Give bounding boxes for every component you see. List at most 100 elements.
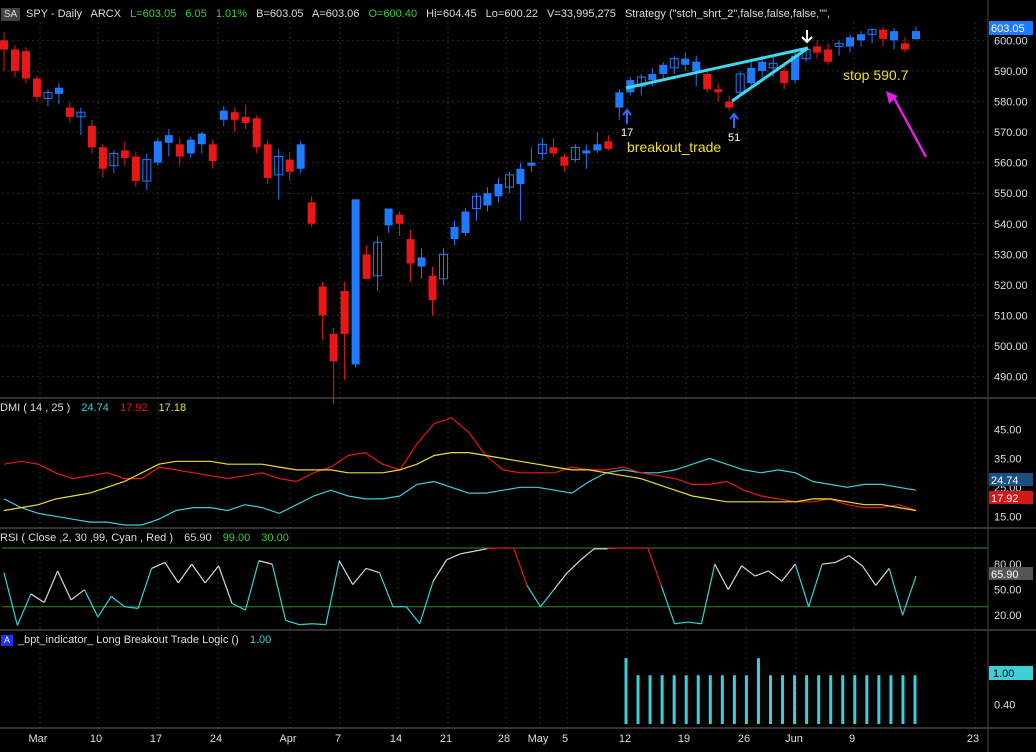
rsi-segment <box>338 560 354 585</box>
rsi-segment <box>83 589 99 618</box>
rsi-segment <box>660 585 676 624</box>
candle-body <box>636 76 646 87</box>
x-axis-label: 19 <box>678 733 690 745</box>
rsi-segment <box>754 570 769 577</box>
dmi-title: DMI ( 14 , 25 ) 24.74 17.92 17.18 <box>0 402 194 414</box>
candle-body <box>109 152 119 167</box>
candle-body <box>43 91 53 99</box>
indicator-badge[interactable]: A <box>1 635 13 646</box>
rsi-segment <box>473 548 487 552</box>
indicator-bar <box>624 658 628 724</box>
rsi-segment <box>137 568 153 609</box>
exit-arrow <box>801 30 813 44</box>
rsi-segment <box>888 568 904 616</box>
magenta-arrow-head <box>886 91 898 104</box>
entry-arrow-1 <box>622 108 632 124</box>
rsi-segment <box>365 567 380 574</box>
magenta-arrow-shaft <box>891 95 928 158</box>
rsi-segment <box>741 565 756 577</box>
price-tick-label: 490.00 <box>994 372 1028 384</box>
rsi-segment <box>808 563 823 607</box>
candle-body <box>768 62 778 69</box>
indicator-bar <box>781 675 785 724</box>
indicator-tag <box>989 666 1033 680</box>
rsi-segment <box>164 562 179 584</box>
rsi-segment <box>57 570 72 601</box>
candle-body <box>450 226 459 240</box>
rsi-segment <box>231 602 246 611</box>
trendline-upper <box>625 46 809 90</box>
indicator-bar <box>853 675 857 724</box>
rsi-segment <box>768 570 783 582</box>
candle-body <box>252 118 261 148</box>
x-axis-label: 9 <box>849 733 855 745</box>
candle-body <box>241 116 250 123</box>
candle-body <box>747 67 756 84</box>
rsi-segment <box>553 572 568 591</box>
candle-body <box>471 195 481 210</box>
rsi-segment <box>110 596 126 608</box>
candle-body <box>439 253 449 280</box>
candle-body <box>560 156 569 166</box>
price-tick-label: 600.00 <box>994 35 1028 47</box>
candle-body <box>197 133 206 145</box>
indicator-bar <box>829 675 833 724</box>
low-price: Lo=600.22 <box>485 8 538 20</box>
breakout-trade-label: breakout_trade <box>627 139 721 155</box>
indicator-bar <box>756 658 760 724</box>
rsi-segment <box>459 550 474 555</box>
rsi-segment <box>3 572 18 626</box>
dmi-mdi-value: 17.18 <box>158 402 187 414</box>
rsi-segment <box>539 589 555 608</box>
candle-body <box>318 286 327 316</box>
indicator-bar <box>732 675 736 724</box>
indicator-bar <box>720 675 724 724</box>
candle-body <box>164 135 173 143</box>
candle-body <box>87 125 96 148</box>
candle-body <box>98 147 107 169</box>
x-axis-label: 17 <box>150 733 162 745</box>
indicator-bar <box>744 675 748 724</box>
rsi-upper: 99.00 <box>222 532 251 544</box>
dmi-tick-label: 15.00 <box>994 511 1022 523</box>
rsi-segment <box>285 619 300 626</box>
rsi-segment <box>325 560 340 625</box>
x-axis-label: 7 <box>335 733 341 745</box>
price-tick-label: 540.00 <box>994 219 1028 231</box>
x-axis-label: 10 <box>90 733 102 745</box>
rsi-segment <box>124 606 139 610</box>
candle-body <box>824 49 833 62</box>
dmi-pdi-tag-text: 17.92 <box>991 493 1019 505</box>
candle-body <box>395 214 404 224</box>
rsi-segment <box>405 606 421 625</box>
indicator-bar <box>660 675 664 724</box>
symbol-badge[interactable]: SA <box>1 8 20 21</box>
candle-body <box>537 143 547 154</box>
candle-body <box>54 87 63 94</box>
rsi-segment <box>30 593 45 603</box>
x-axis-label: Jun <box>785 733 803 745</box>
candle-body <box>879 29 888 39</box>
candle-body <box>296 144 305 169</box>
dmi-pdi-value: 17.92 <box>119 402 148 414</box>
rsi-segment <box>714 563 729 590</box>
candle-body <box>681 58 690 65</box>
candle-body <box>186 139 195 154</box>
x-axis-label: 28 <box>498 733 510 745</box>
x-axis-label: 23 <box>967 733 979 745</box>
dmi-series-line <box>3 417 917 512</box>
candle-body <box>329 333 338 362</box>
symbol-label: SPY - Daily <box>26 8 83 20</box>
price-tick-label: 510.00 <box>994 311 1028 323</box>
rsi-segment <box>43 570 59 603</box>
rsi-segment <box>794 563 810 607</box>
candle-body <box>867 29 877 35</box>
candle-body <box>274 156 284 176</box>
rsi-segment <box>486 547 501 550</box>
indicator-bar <box>793 675 797 724</box>
rsi-segment <box>861 565 877 586</box>
candle-body <box>901 43 910 50</box>
indicator-bar <box>636 675 640 724</box>
rsi-segment <box>700 564 716 624</box>
